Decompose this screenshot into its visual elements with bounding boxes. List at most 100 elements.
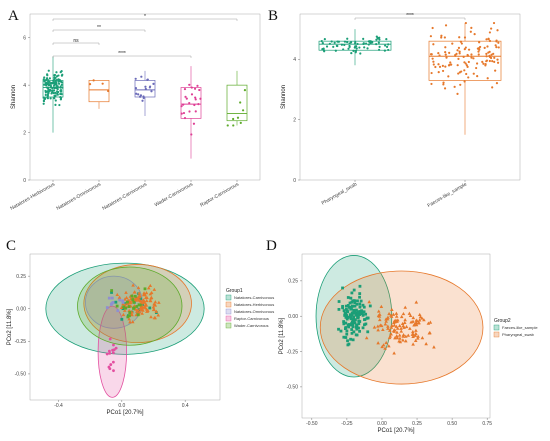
sample-square bbox=[143, 287, 147, 291]
sample-triangle bbox=[426, 321, 431, 325]
sample-point bbox=[56, 93, 59, 96]
sample-point bbox=[59, 92, 62, 96]
sample-point bbox=[444, 53, 447, 56]
x-tick-label: Wader-Carnivorous bbox=[154, 181, 195, 208]
sample-triangle bbox=[152, 316, 157, 320]
sample-triangle bbox=[377, 312, 382, 316]
sample-triangle bbox=[140, 304, 144, 308]
sample-square bbox=[359, 299, 363, 303]
sample-triangle bbox=[417, 312, 422, 317]
sample-point bbox=[385, 45, 389, 48]
sample-triangle bbox=[400, 321, 405, 326]
sample-point bbox=[473, 33, 476, 36]
sample-triangle bbox=[376, 328, 380, 332]
sample-triangle bbox=[146, 286, 151, 290]
sample-triangle bbox=[401, 332, 406, 337]
sample-triangle bbox=[376, 309, 381, 313]
sample-point bbox=[59, 85, 62, 88]
sample-square bbox=[351, 325, 355, 329]
sample-triangle bbox=[432, 345, 436, 349]
sample-point bbox=[359, 52, 362, 55]
sample-square bbox=[141, 303, 144, 306]
sample-point bbox=[485, 38, 488, 41]
sample-point bbox=[188, 101, 191, 105]
sample-point bbox=[469, 30, 472, 33]
sample-square bbox=[348, 301, 352, 305]
sample-triangle bbox=[145, 309, 150, 313]
x-tick-label: 0.25 bbox=[412, 421, 422, 427]
sample-point bbox=[375, 38, 378, 41]
sample-point bbox=[369, 40, 372, 43]
sample-triangle bbox=[144, 291, 149, 295]
sample-square bbox=[354, 325, 358, 329]
sample-point bbox=[150, 90, 153, 93]
sample-square bbox=[353, 321, 357, 325]
sample-square bbox=[342, 335, 346, 339]
y-axis-label: Shannon bbox=[281, 85, 287, 109]
sample-triangle bbox=[122, 308, 127, 312]
sample-point bbox=[496, 61, 500, 64]
sample-point bbox=[148, 85, 152, 88]
y-tick-label: 2 bbox=[23, 130, 26, 136]
sample-point bbox=[466, 65, 469, 68]
sample-point bbox=[45, 77, 49, 80]
sample-square bbox=[128, 311, 132, 314]
sample-square bbox=[350, 320, 354, 324]
sample-point bbox=[182, 103, 185, 106]
sample-square bbox=[139, 297, 142, 301]
sample-square bbox=[357, 322, 361, 326]
sample-triangle bbox=[124, 295, 129, 300]
panel-letter-c: C bbox=[6, 238, 16, 254]
sample-point bbox=[442, 81, 445, 84]
sample-square bbox=[345, 332, 349, 336]
sample-point bbox=[448, 63, 451, 66]
sample-point bbox=[60, 69, 63, 73]
sample-triangle bbox=[404, 324, 409, 329]
sample-point bbox=[463, 69, 466, 72]
sample-point bbox=[54, 94, 57, 97]
sample-point bbox=[431, 57, 434, 60]
sample-point bbox=[448, 51, 451, 54]
sample-triangle bbox=[367, 300, 371, 304]
sample-point bbox=[52, 86, 55, 89]
sample-point bbox=[377, 41, 380, 44]
sample-point bbox=[54, 99, 57, 102]
sample-point bbox=[491, 60, 494, 63]
sample-triangle bbox=[386, 315, 390, 319]
sample-point bbox=[444, 50, 447, 54]
sample-point bbox=[232, 124, 235, 127]
sample-triangle bbox=[392, 323, 397, 327]
sample-square bbox=[346, 316, 350, 319]
sample-point bbox=[444, 24, 448, 27]
sample-point bbox=[101, 82, 104, 85]
sample-point bbox=[92, 79, 95, 82]
sample-point bbox=[482, 62, 485, 65]
significance-label: ** bbox=[97, 25, 101, 31]
sample-circle bbox=[111, 348, 114, 352]
significance-bracket bbox=[52, 55, 192, 58]
sample-point bbox=[483, 46, 486, 49]
sample-point bbox=[141, 99, 144, 102]
sample-point bbox=[55, 90, 59, 93]
x-tick-label: 0.00 bbox=[377, 421, 387, 427]
sample-triangle bbox=[394, 311, 399, 315]
sample-square bbox=[344, 304, 348, 308]
sample-square bbox=[358, 329, 361, 333]
sample-triangle bbox=[392, 320, 396, 324]
sample-point bbox=[57, 80, 60, 83]
sample-point bbox=[55, 71, 58, 74]
sample-triangle bbox=[399, 326, 403, 330]
sample-square bbox=[358, 302, 362, 306]
sample-triangle bbox=[136, 285, 141, 290]
sample-triangle bbox=[387, 344, 391, 348]
sample-square bbox=[363, 318, 366, 322]
sample-triangle bbox=[412, 323, 416, 327]
sample-point bbox=[466, 54, 470, 57]
sample-point bbox=[184, 95, 187, 98]
sample-triangle bbox=[142, 291, 146, 295]
sample-square bbox=[344, 326, 348, 329]
sample-point bbox=[49, 97, 52, 100]
sample-triangle bbox=[141, 308, 145, 312]
sample-triangle bbox=[408, 326, 412, 330]
sample-point bbox=[239, 121, 242, 125]
